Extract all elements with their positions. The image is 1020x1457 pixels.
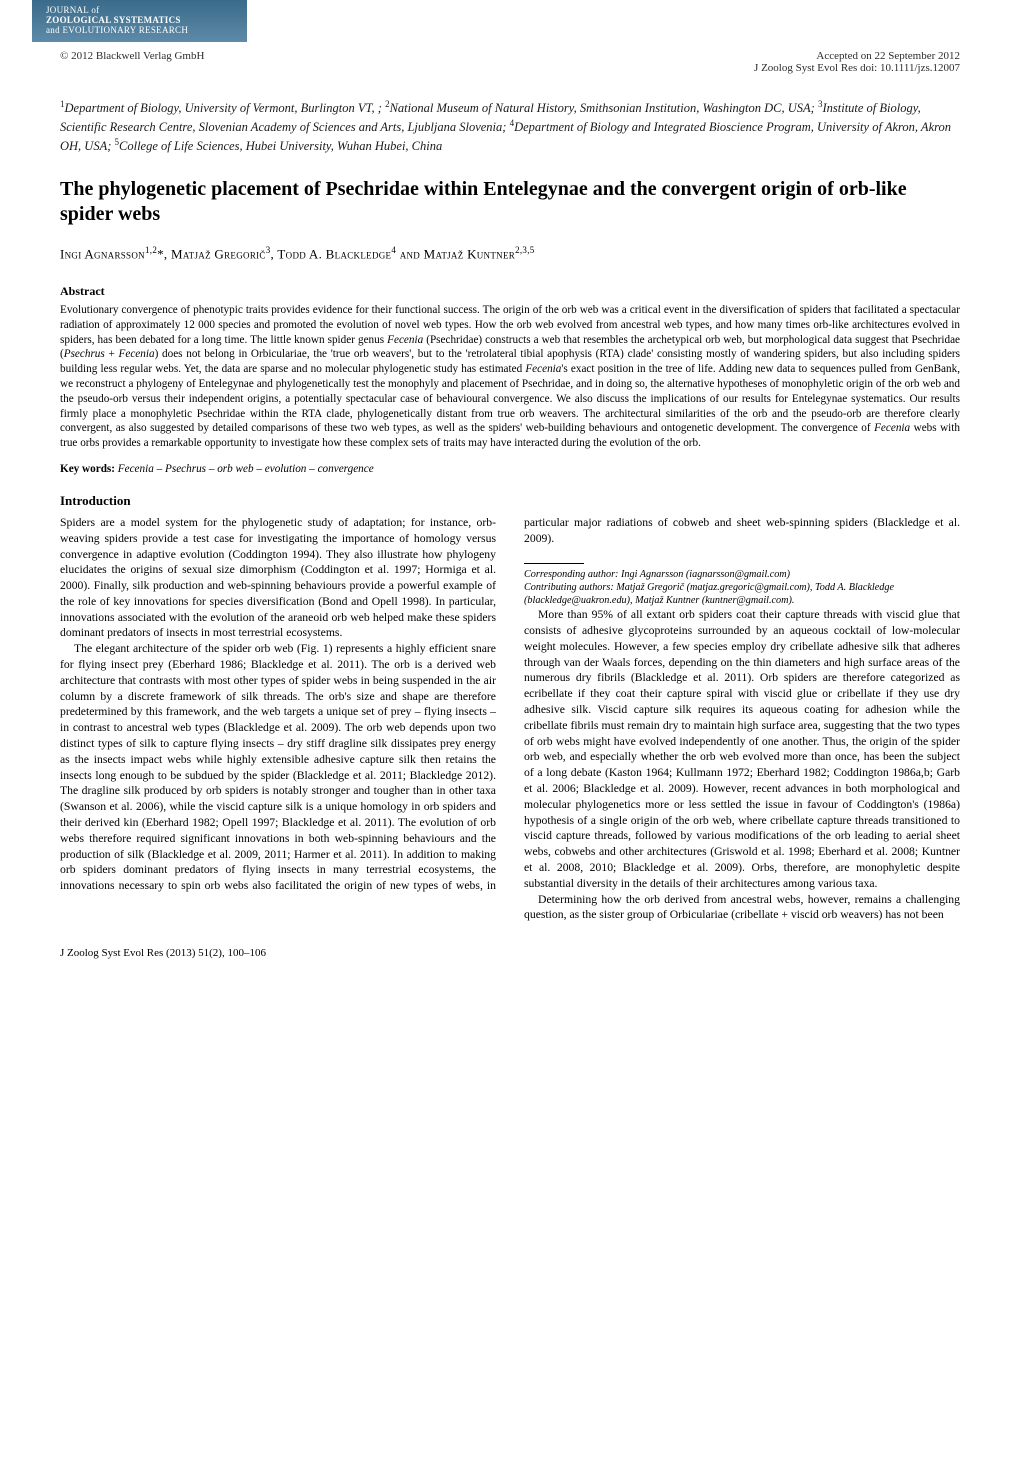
abstract-heading: Abstract <box>0 284 1020 299</box>
journal-banner: JOURNAL of ZOOLOGICAL SYSTEMATICS and EV… <box>32 0 247 42</box>
article-title: The phylogenetic placement of Psechridae… <box>0 177 1020 227</box>
authors: Ingi Agnarsson1,2*, Matjaž Gregorič3, To… <box>0 245 1020 262</box>
corresponding-block: Corresponding author: Ingi Agnarsson (ia… <box>524 563 960 608</box>
contributing-authors: Contributing authors: Matjaž Gregorič (m… <box>524 581 960 608</box>
affiliations: 1Department of Biology, University of Ve… <box>0 98 1020 155</box>
intro-para-1: Spiders are a model system for the phylo… <box>60 515 496 641</box>
footer-citation: J Zoolog Syst Evol Res (2013) 51(2), 100… <box>60 947 266 959</box>
banner-line3: and EVOLUTIONARY RESEARCH <box>46 26 233 36</box>
corresponding-author: Corresponding author: Ingi Agnarsson (ia… <box>524 568 960 581</box>
copyright: © 2012 Blackwell Verlag GmbH <box>60 50 204 74</box>
abstract-body: Evolutionary convergence of phenotypic t… <box>0 303 1020 451</box>
keywords: Key words: Fecenia – Psechrus – orb web … <box>0 463 1020 475</box>
intro-para-3: More than 95% of all extant orb spiders … <box>524 607 960 891</box>
affil-text-2: National Museum of Natural History, Smit… <box>390 101 815 115</box>
affil-text-1: Department of Biology, University of Ver… <box>65 101 382 115</box>
corresponding-text: : Ingi Agnarsson (iagnarsson@gmail.com) <box>615 569 790 580</box>
keywords-value: Fecenia – Psechrus – orb web – evolution… <box>118 463 374 475</box>
page-header: © 2012 Blackwell Verlag GmbH Accepted on… <box>0 42 1020 84</box>
corresponding-label: Corresponding author <box>524 569 615 580</box>
keywords-label: Key words: <box>60 463 115 475</box>
intro-para-4: Determining how the orb derived from anc… <box>524 892 960 924</box>
page-footer: J Zoolog Syst Evol Res (2013) 51(2), 100… <box>0 923 1020 979</box>
body-columns: Spiders are a model system for the phylo… <box>0 515 1020 923</box>
affil-text-5: College of Life Sciences, Hubei Universi… <box>119 139 442 153</box>
corresponding-separator <box>524 563 584 564</box>
journal-info: Accepted on 22 September 2012 J Zoolog S… <box>754 50 960 74</box>
journal-doi: J Zoolog Syst Evol Res doi: 10.1111/jzs.… <box>754 62 960 74</box>
accepted-date: Accepted on 22 September 2012 <box>754 50 960 62</box>
section-heading-introduction: Introduction <box>0 493 1020 509</box>
contributing-label: Contributing authors <box>524 582 610 593</box>
